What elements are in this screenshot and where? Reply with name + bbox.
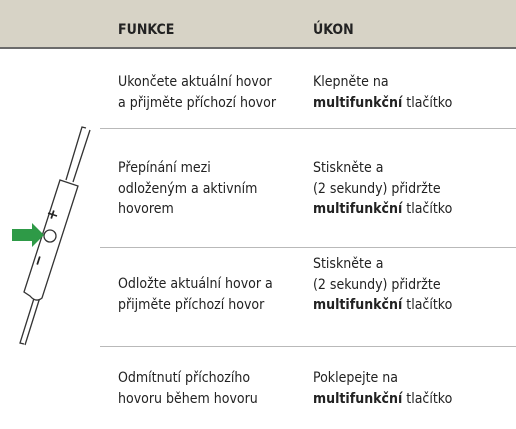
action-line: Klepněte na bbox=[313, 74, 389, 90]
action-line: (2 sekundy) přidržte bbox=[313, 276, 441, 293]
action-cell: Klepněte na multifunkční tlačítko bbox=[313, 72, 452, 113]
function-line: Odmítnutí příchozího bbox=[118, 370, 251, 386]
function-line: hovoru během hovoru bbox=[118, 390, 258, 407]
action-line: multifunkční tlačítko bbox=[313, 199, 452, 220]
function-cell: Odmítnutí příchozího hovoru během hovoru bbox=[118, 368, 258, 409]
action-line: multifunkční tlačítko bbox=[313, 93, 452, 114]
action-line: multifunkční tlačítko bbox=[313, 389, 452, 410]
minus-label: − bbox=[28, 252, 49, 268]
action-bold: multifunkční bbox=[313, 94, 403, 111]
header-function: FUNKCE bbox=[118, 22, 175, 38]
action-cell: Stiskněte a (2 sekundy) přidržte multifunk… bbox=[313, 254, 452, 316]
action-after: tlačítko bbox=[406, 94, 453, 111]
cable-top bbox=[65, 126, 91, 183]
action-cell: Poklepejte na multifunkční tlačítko bbox=[313, 368, 452, 409]
multifunction-button bbox=[43, 229, 57, 243]
plus-label: + bbox=[42, 206, 63, 222]
function-cell: Ukončete aktuální hovor a přijměte přícho… bbox=[118, 72, 276, 113]
action-line: (2 sekundy) přidržte bbox=[313, 180, 441, 197]
action-bold: multifunkční bbox=[313, 201, 403, 217]
action-line: multifunkční tlačítko bbox=[313, 295, 452, 316]
function-line: Odložte aktuální hovor a bbox=[118, 276, 273, 292]
row-separator bbox=[100, 247, 516, 248]
function-line: odloženým a aktivním bbox=[118, 180, 258, 197]
function-line: a přijměte příchozí hovor bbox=[118, 94, 277, 111]
cable-bottom bbox=[19, 291, 42, 346]
action-bold: multifunkční bbox=[313, 390, 403, 407]
function-line: přijměte příchozí hovor bbox=[118, 296, 265, 313]
function-line: Přepínání mezi bbox=[118, 160, 211, 176]
function-cell: Odložte aktuální hovor a přijměte příchoz… bbox=[118, 274, 273, 315]
function-cell: Přepínání mezi odloženým a aktivním hovore… bbox=[118, 158, 257, 220]
action-line: Stiskněte a bbox=[313, 256, 384, 272]
action-after: tlačítko bbox=[406, 390, 453, 407]
table-header: FUNKCE ÚKON bbox=[0, 0, 516, 49]
action-bold: multifunkční bbox=[313, 297, 403, 313]
row-separator bbox=[100, 128, 516, 129]
action-line: Poklepejte na bbox=[313, 370, 398, 386]
action-cell: Stiskněte a (2 sekundy) přidržte multifunk… bbox=[313, 158, 452, 220]
action-line: Stiskněte a bbox=[313, 160, 384, 176]
function-line: Ukončete aktuální hovor bbox=[118, 74, 272, 90]
action-after: tlačítko bbox=[406, 297, 453, 313]
header-action: ÚKON bbox=[313, 22, 354, 38]
headset-illustration: + − bbox=[12, 126, 91, 346]
function-line: hovorem bbox=[118, 201, 174, 217]
row-separator bbox=[100, 346, 516, 347]
action-after: tlačítko bbox=[406, 201, 453, 217]
green-arrow bbox=[12, 223, 44, 247]
